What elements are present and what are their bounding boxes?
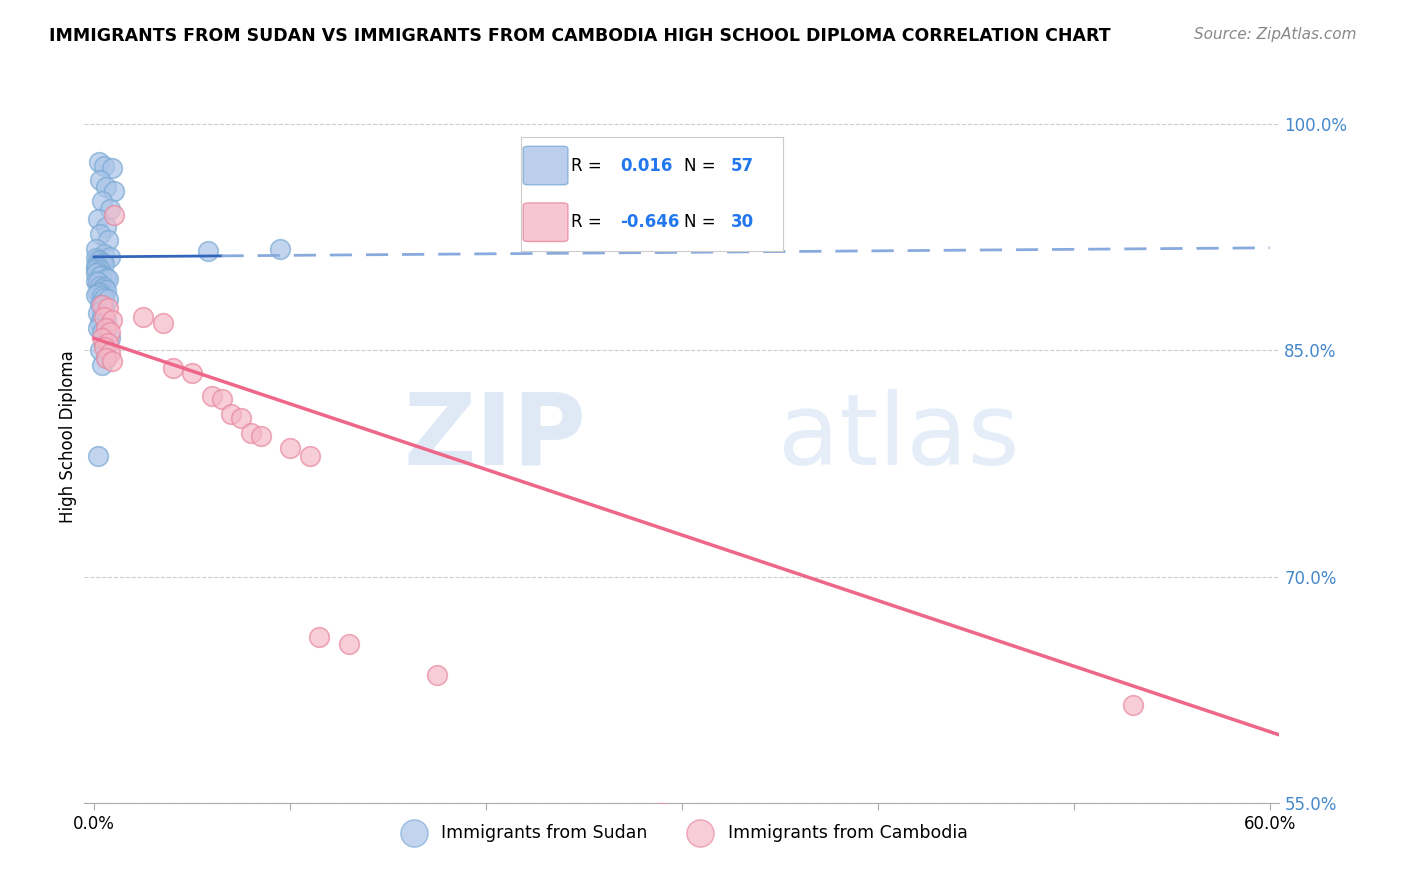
Point xyxy=(239,426,262,441)
Point xyxy=(93,337,115,351)
Point xyxy=(91,289,114,303)
Point xyxy=(101,313,124,327)
Point xyxy=(132,310,155,325)
Point xyxy=(93,247,115,261)
Point xyxy=(103,208,125,222)
Point xyxy=(87,276,110,290)
Point xyxy=(89,316,111,330)
Point xyxy=(94,180,117,194)
Text: IMMIGRANTS FROM SUDAN VS IMMIGRANTS FROM CAMBODIA HIGH SCHOOL DIPLOMA CORRELATIO: IMMIGRANTS FROM SUDAN VS IMMIGRANTS FROM… xyxy=(49,27,1111,45)
Point xyxy=(162,361,184,376)
Point xyxy=(84,243,107,257)
Point xyxy=(278,442,301,456)
Point xyxy=(308,630,330,644)
Legend: Immigrants from Sudan, Immigrants from Cambodia: Immigrants from Sudan, Immigrants from C… xyxy=(389,817,974,849)
Point xyxy=(87,252,110,267)
Point xyxy=(152,316,174,330)
Text: ZIP: ZIP xyxy=(404,389,586,485)
Point xyxy=(87,286,110,301)
Point xyxy=(97,292,120,306)
Point xyxy=(87,306,110,320)
Point xyxy=(103,184,125,198)
Point xyxy=(94,351,117,365)
Point xyxy=(337,637,360,651)
Point xyxy=(651,806,673,821)
Point xyxy=(1121,698,1143,712)
Point xyxy=(101,161,124,175)
Point xyxy=(97,233,120,247)
Point xyxy=(211,392,233,406)
Point xyxy=(84,259,107,273)
Point xyxy=(91,359,114,373)
Point xyxy=(89,254,111,268)
Point xyxy=(97,301,120,315)
Point xyxy=(89,285,111,299)
Point xyxy=(269,243,291,257)
Point xyxy=(89,298,111,312)
Point xyxy=(84,261,107,276)
Point xyxy=(93,160,115,174)
Point xyxy=(98,331,121,345)
Point xyxy=(87,265,110,279)
Point xyxy=(84,274,107,288)
Point xyxy=(98,325,121,339)
Point xyxy=(201,389,224,403)
Text: Source: ZipAtlas.com: Source: ZipAtlas.com xyxy=(1194,27,1357,42)
Point xyxy=(93,280,115,294)
Point xyxy=(87,154,110,169)
Point xyxy=(181,366,204,380)
Point xyxy=(89,269,111,284)
Point xyxy=(298,449,321,463)
Point xyxy=(221,407,243,421)
Point xyxy=(89,227,111,242)
Point xyxy=(426,667,449,681)
Point xyxy=(91,298,114,312)
Point xyxy=(84,287,107,301)
Point xyxy=(101,354,124,368)
Point xyxy=(98,250,121,264)
Point xyxy=(91,281,114,295)
Point xyxy=(87,449,110,463)
Point xyxy=(91,268,114,282)
Point xyxy=(98,202,121,216)
Point xyxy=(94,271,117,285)
Point xyxy=(87,320,110,334)
Point xyxy=(91,325,114,339)
Point xyxy=(98,346,121,360)
Point xyxy=(197,244,219,258)
Point xyxy=(94,320,117,334)
Point xyxy=(91,194,114,208)
Point xyxy=(89,343,111,358)
Point xyxy=(229,411,252,425)
Point xyxy=(93,340,115,354)
Point xyxy=(91,309,114,323)
Point xyxy=(89,278,111,293)
Point xyxy=(93,291,115,305)
Point xyxy=(87,212,110,227)
Point xyxy=(93,301,115,315)
Y-axis label: High School Diploma: High School Diploma xyxy=(59,351,77,524)
Point xyxy=(84,267,107,281)
Point xyxy=(249,429,271,443)
Point xyxy=(87,260,110,275)
Point xyxy=(89,263,111,277)
Point xyxy=(89,173,111,187)
Point xyxy=(94,219,117,234)
Point xyxy=(91,256,114,270)
Point xyxy=(97,272,120,286)
Point xyxy=(93,257,115,271)
Point xyxy=(93,310,115,325)
Point xyxy=(94,351,117,365)
Point xyxy=(94,283,117,297)
Point xyxy=(94,313,117,327)
Point xyxy=(91,331,114,345)
Point xyxy=(97,335,120,350)
Text: atlas: atlas xyxy=(778,389,1019,485)
Point xyxy=(84,252,107,266)
